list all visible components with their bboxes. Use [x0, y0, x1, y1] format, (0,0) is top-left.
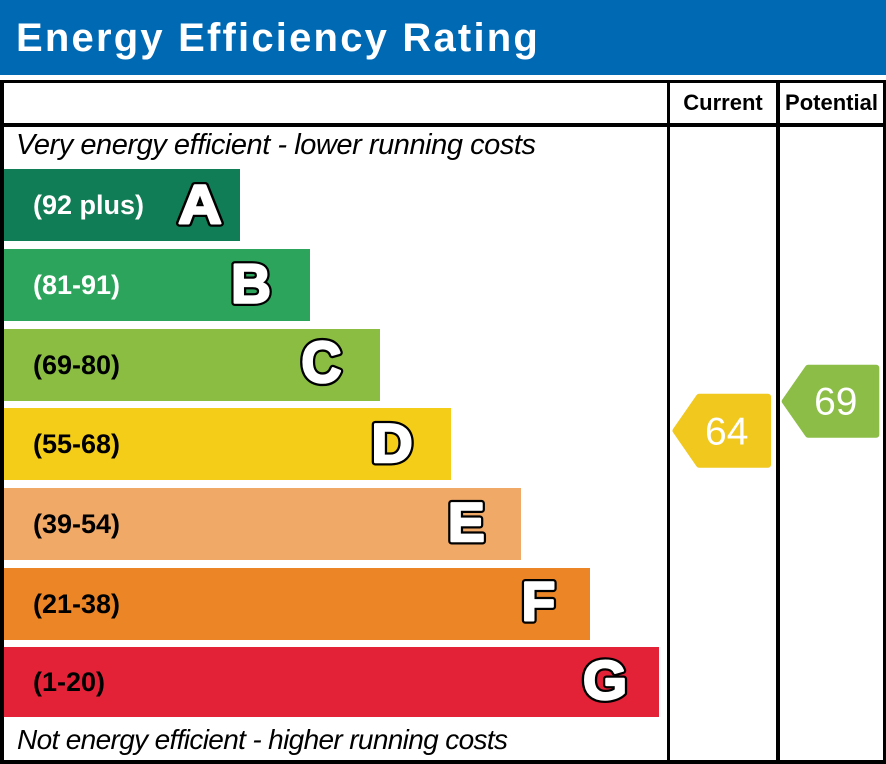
svg-text:64: 64	[705, 411, 748, 454]
svg-text:E: E	[448, 491, 485, 553]
svg-text:B: B	[231, 253, 271, 315]
svg-text:E: E	[448, 491, 485, 553]
svg-text:69: 69	[814, 381, 857, 424]
svg-text:A: A	[178, 174, 221, 235]
svg-text:C: C	[301, 330, 341, 394]
svg-text:C: C	[301, 330, 341, 394]
svg-text:G: G	[583, 649, 627, 711]
svg-text:A: A	[178, 174, 221, 235]
svg-text:F: F	[522, 570, 556, 632]
svg-text:D: D	[371, 412, 412, 474]
svg-text:B: B	[231, 253, 271, 315]
svg-text:F: F	[522, 570, 556, 632]
svg-text:G: G	[583, 649, 627, 711]
svg-text:D: D	[371, 412, 412, 474]
